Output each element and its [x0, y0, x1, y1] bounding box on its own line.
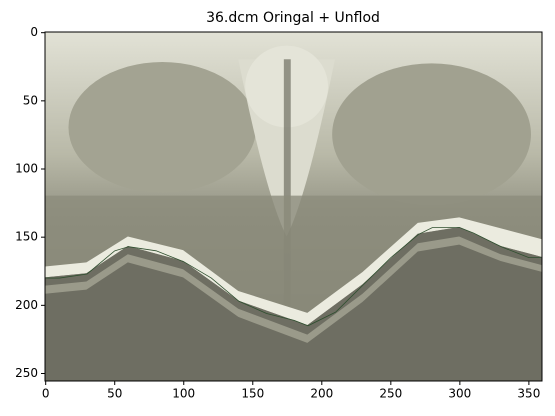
x-tick-label: 350: [517, 387, 540, 401]
x-tick-label: 200: [310, 387, 333, 401]
x-tick-label: 50: [107, 387, 122, 401]
y-tick-label: 100: [15, 162, 38, 176]
y-tick-label: 200: [15, 298, 38, 312]
x-tick-label: 150: [241, 387, 264, 401]
y-tick-label: 50: [23, 93, 38, 107]
x-tick-label: 300: [448, 387, 471, 401]
image: [45, 32, 543, 382]
frame: [44, 31, 543, 382]
y-tick-label: 150: [15, 230, 38, 244]
curve: [45, 227, 542, 327]
y-tick-label: 0: [30, 25, 38, 39]
y-tick-label: 250: [15, 366, 38, 380]
x-tick-label: 100: [172, 387, 195, 401]
x-tick-label: 0: [42, 387, 50, 401]
chart-title: 36.dcm Oringal + Unflod: [206, 10, 380, 26]
x-tick-label: 250: [379, 387, 402, 401]
